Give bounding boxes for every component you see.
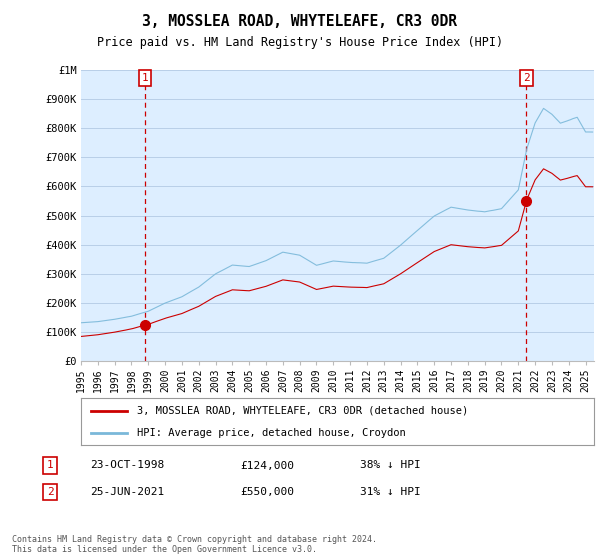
Text: 23-OCT-1998: 23-OCT-1998 xyxy=(90,460,164,470)
Text: Price paid vs. HM Land Registry's House Price Index (HPI): Price paid vs. HM Land Registry's House … xyxy=(97,36,503,49)
Text: £124,000: £124,000 xyxy=(240,460,294,470)
Text: Contains HM Land Registry data © Crown copyright and database right 2024.
This d: Contains HM Land Registry data © Crown c… xyxy=(12,535,377,554)
Text: 25-JUN-2021: 25-JUN-2021 xyxy=(90,487,164,497)
Text: 1: 1 xyxy=(142,73,148,83)
Text: 3, MOSSLEA ROAD, WHYTELEAFE, CR3 0DR (detached house): 3, MOSSLEA ROAD, WHYTELEAFE, CR3 0DR (de… xyxy=(137,406,469,416)
Text: 2: 2 xyxy=(523,73,530,83)
Text: 1: 1 xyxy=(47,460,53,470)
Text: 2: 2 xyxy=(47,487,53,497)
Text: 31% ↓ HPI: 31% ↓ HPI xyxy=(360,487,421,497)
Text: £550,000: £550,000 xyxy=(240,487,294,497)
Text: 38% ↓ HPI: 38% ↓ HPI xyxy=(360,460,421,470)
Text: 3, MOSSLEA ROAD, WHYTELEAFE, CR3 0DR: 3, MOSSLEA ROAD, WHYTELEAFE, CR3 0DR xyxy=(143,14,458,29)
Text: HPI: Average price, detached house, Croydon: HPI: Average price, detached house, Croy… xyxy=(137,428,406,438)
